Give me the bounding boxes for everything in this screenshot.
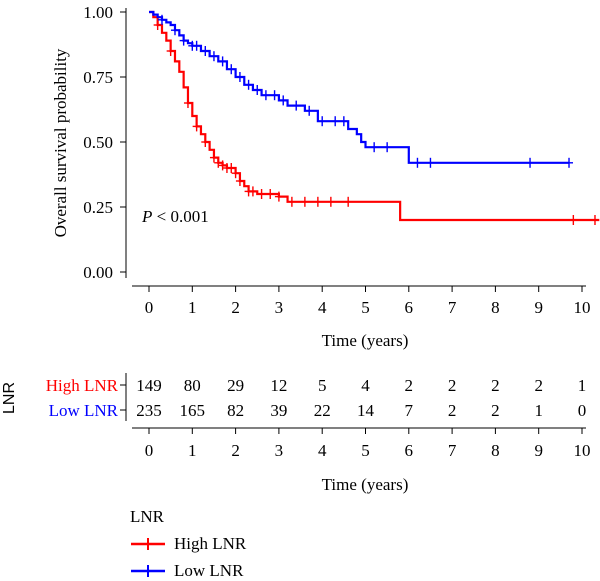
curve-low-lnr [149, 10, 570, 164]
risk-row-label-high-lnr: High LNR [46, 376, 119, 395]
risk-table-x-tick-label: 3 [275, 441, 284, 460]
x-ticks: 0 1 2 3 4 5 6 7 8 9 10 [145, 286, 591, 317]
risk-table-x-tick-label: 10 [574, 441, 591, 460]
risk-count-low-lnr: 0 [578, 401, 587, 420]
legend-item-high-lnr: High LNR [131, 534, 247, 553]
risk-count-low-lnr: 7 [405, 401, 414, 420]
risk-count-high-lnr: 80 [184, 376, 201, 395]
risk-count-low-lnr: 2 [491, 401, 500, 420]
risk-count-low-lnr: 2 [448, 401, 457, 420]
risk-table-x-ticks: 0 1 2 3 4 5 6 7 8 9 10 [145, 428, 591, 460]
x-tick-label: 10 [574, 298, 591, 317]
y-tick-label: 1.00 [83, 3, 113, 22]
x-axis-label: Time (years) [322, 331, 409, 350]
legend-label-low-lnr: Low LNR [174, 561, 244, 580]
survival-curves [149, 10, 600, 225]
risk-table-title: LNR [1, 382, 18, 414]
x-tick-label: 1 [188, 298, 197, 317]
legend-item-low-lnr: Low LNR [131, 561, 244, 580]
risk-table-x-tick-label: 8 [491, 441, 500, 460]
km-plot: 0.00 0.25 0.50 0.75 1.00 0 1 2 3 4 5 6 7 8 9 10 Overal… [51, 3, 600, 350]
y-ticks: 0.00 0.25 0.50 0.75 1.00 [83, 3, 126, 282]
risk-table-x-tick-label: 4 [318, 441, 327, 460]
x-tick-label: 2 [231, 298, 240, 317]
y-tick-label: 0.75 [83, 68, 113, 87]
x-tick-label: 9 [534, 298, 543, 317]
risk-count-high-lnr: 29 [227, 376, 244, 395]
risk-count-low-lnr: 82 [227, 401, 244, 420]
risk-table-x-tick-label: 6 [405, 441, 414, 460]
x-tick-label: 4 [318, 298, 327, 317]
risk-count-low-lnr: 22 [314, 401, 331, 420]
risk-table-x-tick-label: 0 [145, 441, 154, 460]
y-tick-label: 0.25 [83, 198, 113, 217]
risk-count-low-lnr: 14 [357, 401, 375, 420]
legend-title: LNR [130, 507, 165, 526]
risk-table-x-tick-label: 9 [534, 441, 543, 460]
x-tick-label: 8 [491, 298, 500, 317]
risk-count-low-lnr: 165 [180, 401, 206, 420]
y-axis-label: Overall survival probability [51, 48, 70, 237]
x-tick-label: 6 [405, 298, 414, 317]
legend-label-high-lnr: High LNR [174, 534, 247, 553]
risk-count-high-lnr: 2 [448, 376, 457, 395]
risk-count-high-lnr: 4 [361, 376, 370, 395]
risk-count-low-lnr: 235 [136, 401, 162, 420]
risk-table-x-tick-label: 7 [448, 441, 457, 460]
p-value-annotation: P < 0.001 [141, 207, 209, 226]
risk-table-x-tick-label: 5 [361, 441, 370, 460]
risk-count-high-lnr: 5 [318, 376, 327, 395]
x-tick-label: 0 [145, 298, 154, 317]
curve-high-lnr [149, 10, 600, 222]
x-tick-label: 7 [448, 298, 457, 317]
risk-row-label-low-lnr: Low LNR [49, 401, 119, 420]
risk-table-x-tick-label: 2 [231, 441, 240, 460]
y-tick-label: 0.50 [83, 133, 113, 152]
legend: LNR High LNR Low LNR [130, 507, 247, 580]
risk-table-x-tick-label: 1 [188, 441, 197, 460]
x-tick-label: 3 [275, 298, 284, 317]
risk-count-high-lnr: 2 [405, 376, 414, 395]
risk-count-high-lnr: 1 [578, 376, 587, 395]
risk-count-low-lnr: 1 [534, 401, 543, 420]
risk-count-low-lnr: 39 [270, 401, 287, 420]
risk-table-x-axis-label: Time (years) [322, 475, 409, 494]
x-tick-label: 5 [361, 298, 370, 317]
risk-count-high-lnr: 12 [270, 376, 287, 395]
risk-count-high-lnr: 2 [534, 376, 543, 395]
y-tick-label: 0.00 [83, 263, 113, 282]
risk-table: LNR High LNR Low LNR 149 80 29 12 5 4 2 2 2 2 1235… [1, 373, 591, 494]
risk-count-high-lnr: 149 [136, 376, 162, 395]
risk-count-high-lnr: 2 [491, 376, 500, 395]
